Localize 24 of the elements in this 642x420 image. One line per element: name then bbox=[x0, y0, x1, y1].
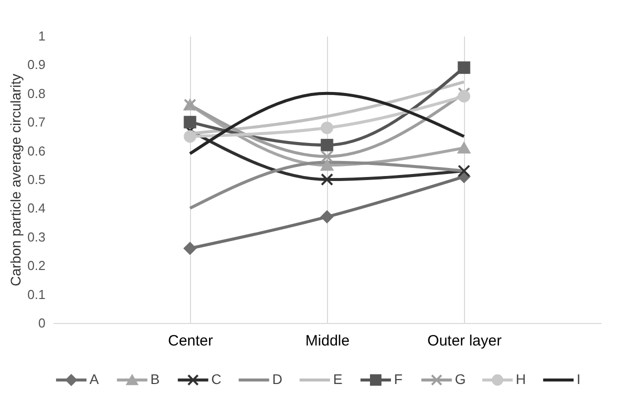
x-tick-label: Center bbox=[168, 332, 214, 350]
legend-label: E bbox=[333, 371, 342, 387]
y-tick-label: 0.8 bbox=[27, 86, 46, 101]
legend-label: I bbox=[576, 371, 581, 387]
legend-label: G bbox=[454, 371, 466, 387]
y-axis-title: Carbon particle average circularity bbox=[7, 74, 24, 286]
y-tick-label: 0.1 bbox=[27, 286, 46, 302]
y-tick-label: 1 bbox=[38, 28, 46, 44]
legend-label: H bbox=[516, 371, 526, 387]
legend-label: A bbox=[90, 371, 100, 387]
y-tick-label: 0.7 bbox=[27, 114, 46, 130]
legend-label: B bbox=[150, 371, 160, 387]
y-tick-label: 0.9 bbox=[27, 57, 46, 72]
y-tick-label: 0 bbox=[38, 316, 46, 330]
y-tick-label: 0.5 bbox=[27, 172, 46, 187]
y-tick-label: 0.2 bbox=[27, 258, 46, 274]
y-tick-label: 0.3 bbox=[27, 229, 46, 244]
y-tick-label: 0.6 bbox=[27, 143, 46, 158]
legend-label: F bbox=[394, 371, 403, 387]
legend-label: D bbox=[272, 371, 282, 387]
y-tick-label: 0.4 bbox=[27, 200, 46, 216]
x-tick-label: Middle bbox=[305, 332, 350, 350]
legend-label: C bbox=[211, 371, 222, 387]
x-tick-label: Outer layer bbox=[427, 332, 502, 350]
